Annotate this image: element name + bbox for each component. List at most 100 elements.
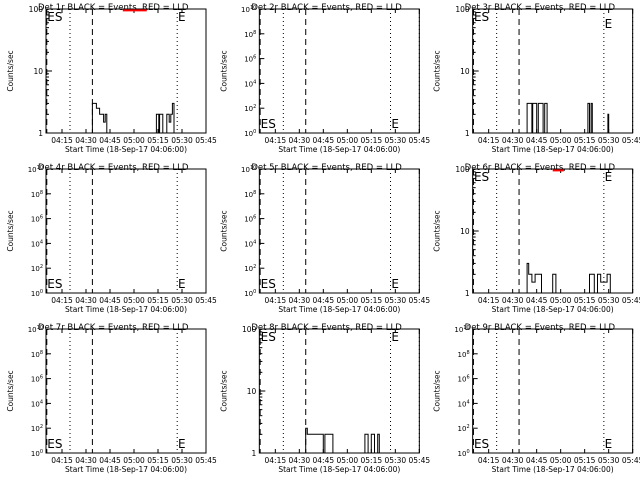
panel-title: Det 7r BLACK = Events, RED = LLD [38,323,189,333]
x-tick-label: 05:00 [123,456,145,465]
panel-title: Det 5r BLACK = Events, RED = LLD [251,163,402,173]
y-tick-label: 100 [31,289,43,298]
y-tick-label: 1010 [241,165,256,174]
x-tick-label: 05:45 [195,296,217,305]
marker-label-e: E [605,170,613,184]
marker-label-e: E [391,330,399,344]
marker-label-es: ES [474,437,489,451]
panel-title: Det 3r BLACK = Events, RED = LLD [465,3,616,13]
x-tick-label: 05:30 [385,136,407,145]
x-axis-label: Start Time (18-Sep-17 04:06:00) [278,145,400,154]
x-tick-label: 04:30 [289,136,311,145]
events-series [91,102,175,134]
y-tick-label: 100 [244,129,256,138]
plot-frame [45,168,207,294]
y-tick-label: 102 [244,264,256,273]
x-tick-label: 04:15 [51,456,73,465]
marker-label-e: E [178,277,186,291]
x-tick-label: 05:15 [574,456,596,465]
x-tick-label: 04:45 [313,296,335,305]
x-tick-label: 04:30 [75,456,97,465]
y-tick-label: 102 [31,264,43,273]
x-tick-label: 05:45 [195,456,217,465]
panel-title: Det 2r BLACK = Events, RED = LLD [251,3,402,13]
y-axis-label: Counts/sec [433,210,442,251]
y-tick-label: 100 [31,449,43,458]
x-tick-label: 04:15 [265,456,287,465]
plot-frame [45,8,207,134]
events-series [305,427,380,454]
marker-label-es: ES [47,277,62,291]
panel-title: Det 8r BLACK = Events, RED = LLD [251,323,402,333]
panel-title: Det 4r BLACK = Events, RED = LLD [38,163,189,173]
x-tick-label: 05:45 [622,296,640,305]
y-tick-label: 10 [460,227,470,236]
x-tick-label: 04:45 [313,456,335,465]
y-tick-label: 10 [33,67,43,76]
x-tick-label: 05:30 [598,296,620,305]
x-tick-label: 04:15 [51,296,73,305]
x-tick-label: 05:45 [409,456,431,465]
x-tick-label: 05:00 [550,456,572,465]
x-tick-label: 04:45 [99,456,121,465]
y-tick-label: 1010 [28,165,43,174]
y-tick-label: 10 [247,387,257,396]
y-tick-label: 104 [31,239,43,248]
marker-label-es: ES [261,117,276,131]
y-tick-label: 1 [38,129,43,138]
panel-title: Det 9r BLACK = Events, RED = LLD [465,323,616,333]
x-tick-label: 05:45 [622,456,640,465]
x-tick-label: 05:00 [123,136,145,145]
y-tick-label: 10 [460,67,470,76]
plot-frame [45,328,207,454]
x-axis-label: Start Time (18-Sep-17 04:06:00) [278,465,400,474]
x-tick-label: 04:45 [526,136,548,145]
panel-7: Det 7r BLACK = Events, RED = LLD ES E 04:15… [6,323,217,474]
y-tick-label: 100 [458,449,470,458]
x-tick-label: 05:30 [598,136,620,145]
x-tick-label: 05:30 [171,296,193,305]
panel-5: Det 5r BLACK = Events, RED = LLD ES E 04:15… [219,163,430,314]
y-tick-label: 108 [244,30,256,39]
y-tick-label: 106 [458,375,470,384]
plot-frame [472,328,634,454]
marker-label-e: E [178,10,186,24]
x-tick-label: 05:30 [171,456,193,465]
x-tick-label: 04:30 [75,136,97,145]
x-tick-label: 04:45 [99,296,121,305]
x-tick-label: 05:30 [598,456,620,465]
y-tick-label: 100 [244,289,256,298]
x-tick-label: 04:30 [502,296,524,305]
y-tick-label: 100 [242,325,257,334]
plot-frame [258,168,420,294]
x-tick-label: 04:30 [502,456,524,465]
x-tick-label: 04:15 [265,136,287,145]
panel-4: Det 4r BLACK = Events, RED = LLD ES E 04:15… [6,163,217,314]
x-tick-label: 05:15 [574,136,596,145]
x-tick-label: 05:15 [147,456,169,465]
y-tick-label: 108 [31,190,43,199]
x-axis-label: Start Time (18-Sep-17 04:06:00) [278,305,400,314]
x-tick-label: 05:45 [622,136,640,145]
x-tick-label: 04:45 [526,296,548,305]
marker-label-e: E [605,437,613,451]
x-tick-label: 05:00 [337,296,359,305]
marker-label-es: ES [474,10,489,24]
x-tick-label: 05:45 [409,136,431,145]
x-tick-label: 05:00 [337,456,359,465]
x-tick-label: 05:15 [361,296,383,305]
x-tick-label: 04:15 [51,136,73,145]
x-tick-label: 05:15 [147,296,169,305]
x-tick-label: 05:15 [361,136,383,145]
y-tick-label: 1010 [28,325,43,334]
x-tick-label: 05:00 [550,296,572,305]
x-tick-label: 04:45 [526,456,548,465]
x-tick-label: 04:15 [265,296,287,305]
y-tick-label: 104 [244,79,256,88]
y-tick-label: 106 [31,215,43,224]
x-tick-label: 04:15 [478,456,500,465]
x-tick-label: 04:45 [99,136,121,145]
